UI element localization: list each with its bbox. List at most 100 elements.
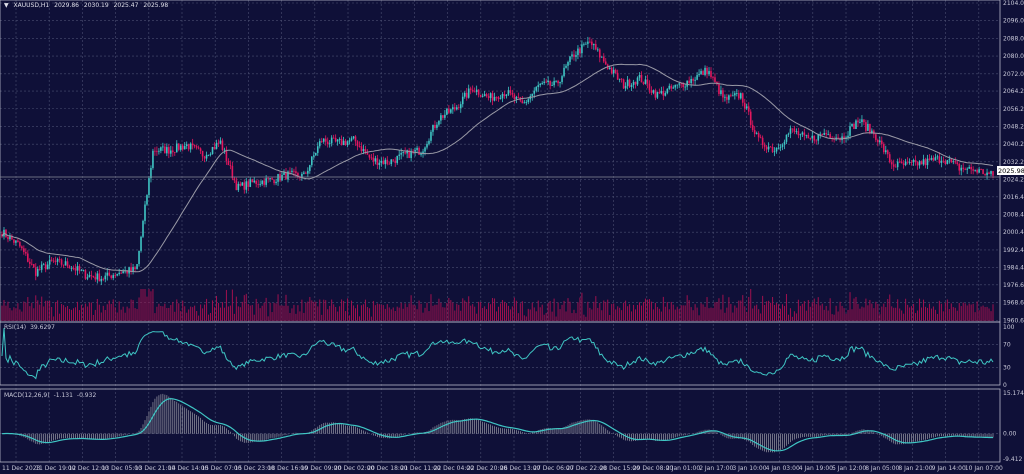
candle-body [428,140,430,144]
candle-body [501,93,504,99]
candle-body [531,93,534,97]
candle-body [265,178,267,185]
candle-body [964,168,967,170]
candle-body [499,98,502,100]
candle-body [517,96,520,98]
candle-body [368,154,371,158]
candle-body [285,172,287,180]
candle-body [313,155,315,157]
candle-body [535,86,538,91]
candle-body [46,264,49,270]
candle-body [78,266,81,271]
candle-body [555,80,557,82]
candle-body [569,56,571,62]
candle-body [976,169,978,173]
candle-body [19,242,21,247]
candle-body [454,107,456,110]
candle-body [632,81,635,86]
candle-body [853,123,855,130]
candle-body [271,178,273,180]
price-tick-label: 2000.40 [1003,229,1024,236]
time-tick-label: 22 Dec 20:00 [467,465,508,472]
candle-body [626,79,629,86]
candle-body [513,94,516,100]
time-tick-label: 20 Dec 18:00 [367,465,408,472]
candle-body [690,78,692,84]
candle-body [801,132,804,135]
candle-body [527,99,530,103]
candle-body [98,273,101,282]
candle-body [837,137,839,139]
candle-body [718,84,720,94]
candle-body [340,139,343,146]
candle-body [237,183,240,191]
candle-body [668,85,671,89]
time-tick-label: 3 Jan 10:00 [732,465,766,472]
candle-body [664,93,667,96]
candle-body [197,147,200,149]
candle-body [628,79,631,88]
time-tick-label: 12 Dec 12:00 [68,465,109,472]
candle-body [21,246,23,249]
macd-label: MACD(12,26,9) [4,392,50,399]
candle-body [225,149,228,161]
rsi-line [1,328,994,380]
candle-body [203,156,206,159]
candle-body [819,133,822,135]
candle-body [630,85,633,88]
candle-body [160,147,162,151]
candle-body [322,138,325,142]
candle-body [467,88,470,98]
candle-body [416,147,418,150]
candle-body [670,85,673,89]
candle-body [106,272,109,276]
candle-body [608,67,611,69]
candle-body [116,274,118,276]
candle-body [384,159,387,165]
rsi-tick-label: 30 [1003,365,1011,372]
collapse-triangle-icon[interactable]: ▼ [4,2,9,9]
candle-body [48,259,51,265]
candle-body [227,160,230,166]
candle-body [195,146,198,148]
candle-body [25,251,27,254]
candle-body [551,85,553,86]
candle-body [886,150,889,155]
candle-body [604,61,607,65]
candle-body [150,167,152,179]
candle-body [54,260,57,262]
candle-body [934,157,937,161]
candle-body [104,275,107,280]
time-tick-label: 27 Dec 06:00 [533,465,574,472]
candle-body [910,162,913,163]
candle-body [918,161,921,166]
candle-body [72,268,75,269]
candle-body [177,143,180,150]
candle-body [638,75,641,78]
candle-body [817,133,820,141]
candle-body [318,141,321,147]
candle-body [191,143,194,146]
candle-body [1,234,3,237]
candle-body [68,266,71,269]
candle-body [803,132,806,136]
candle-body [450,109,452,113]
candle-body [243,182,246,190]
candle-body [595,44,597,50]
candle-body [36,269,39,276]
candle-body [610,67,613,74]
candle-body [251,179,254,183]
candle-body [773,151,776,153]
candle-body [255,180,258,184]
candle-body [581,44,583,54]
candle-body [40,264,43,270]
candle-body [392,159,395,161]
candle-body [736,93,738,94]
time-tick-label: 22 Dec 04:00 [434,465,475,472]
time-tick-label: 21 Dec 11:00 [400,465,441,472]
candle-body [303,172,305,174]
candle-body [650,90,653,93]
candle-body [805,134,808,136]
candle-body [38,269,41,270]
